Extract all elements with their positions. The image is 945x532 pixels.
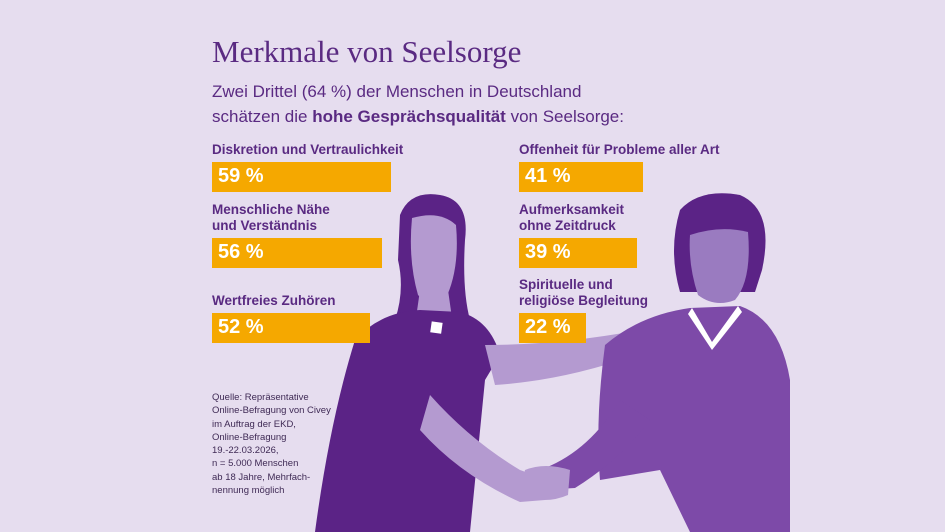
subtitle-text: schätzen die: [212, 107, 313, 126]
bar-value-label: 59 %: [218, 165, 264, 187]
bar-label-line: Diskretion und Vertraulichkeit: [212, 142, 404, 157]
page-title: Merkmale von Seelsorge: [212, 34, 522, 69]
subtitle-text: von Seelsorge:: [505, 107, 624, 126]
bar-label-line: und Verständnis: [212, 218, 318, 233]
bar: 41 %: [519, 162, 644, 192]
woman-figure: [315, 194, 676, 532]
bar-label: Aufmerksamkeit ohne Zeitdruck: [519, 202, 624, 234]
bar: 56 %: [212, 238, 382, 268]
bar-label-line: Spirituelle und: [519, 277, 613, 292]
bar-label-line: Aufmerksamkeit: [519, 202, 625, 217]
bar-label-line: religiöse Begleitung: [519, 293, 649, 308]
bar: 59 %: [212, 162, 391, 192]
bar-label-line: Menschliche Nähe: [212, 202, 330, 217]
bar: 22 %: [519, 313, 586, 343]
bar-label: Diskretion und Vertraulichkeit: [212, 142, 403, 158]
man-figure: [520, 193, 790, 532]
bar-label: Offenheit für Probleme aller Art: [519, 142, 720, 158]
bar-label: Menschliche Nähe und Verständnis: [212, 202, 330, 234]
subtitle: Zwei Drittel (64 %) der Menschen in Deut…: [212, 79, 624, 129]
bar-value-label: 56 %: [218, 241, 264, 263]
bar-value-label: 41 %: [525, 165, 571, 187]
subtitle-emphasis: hohe Gesprächsqualität: [312, 107, 506, 126]
source-note: Quelle: Repräsentative Online-Befragung …: [212, 392, 331, 497]
bar-label-line: ohne Zeitdruck: [519, 218, 616, 233]
bar: 52 %: [212, 313, 370, 343]
bar: 39 %: [519, 238, 638, 268]
subtitle-line-1: Zwei Drittel (64 %) der Menschen in Deut…: [212, 82, 582, 101]
bar-label-line: Offenheit für Probleme aller Art: [519, 142, 720, 157]
bar-value-label: 22 %: [525, 316, 571, 338]
bar-label: Wertfreies Zuhören: [212, 293, 336, 309]
bar-label-line: Wertfreies Zuhören: [212, 293, 336, 308]
bar-value-label: 52 %: [218, 316, 264, 338]
subtitle-line-2: schätzen die hohe Gesprächsqualität von …: [212, 104, 624, 129]
bar-value-label: 39 %: [525, 241, 571, 263]
bar-label: Spirituelle und religiöse Begleitung: [519, 277, 648, 309]
